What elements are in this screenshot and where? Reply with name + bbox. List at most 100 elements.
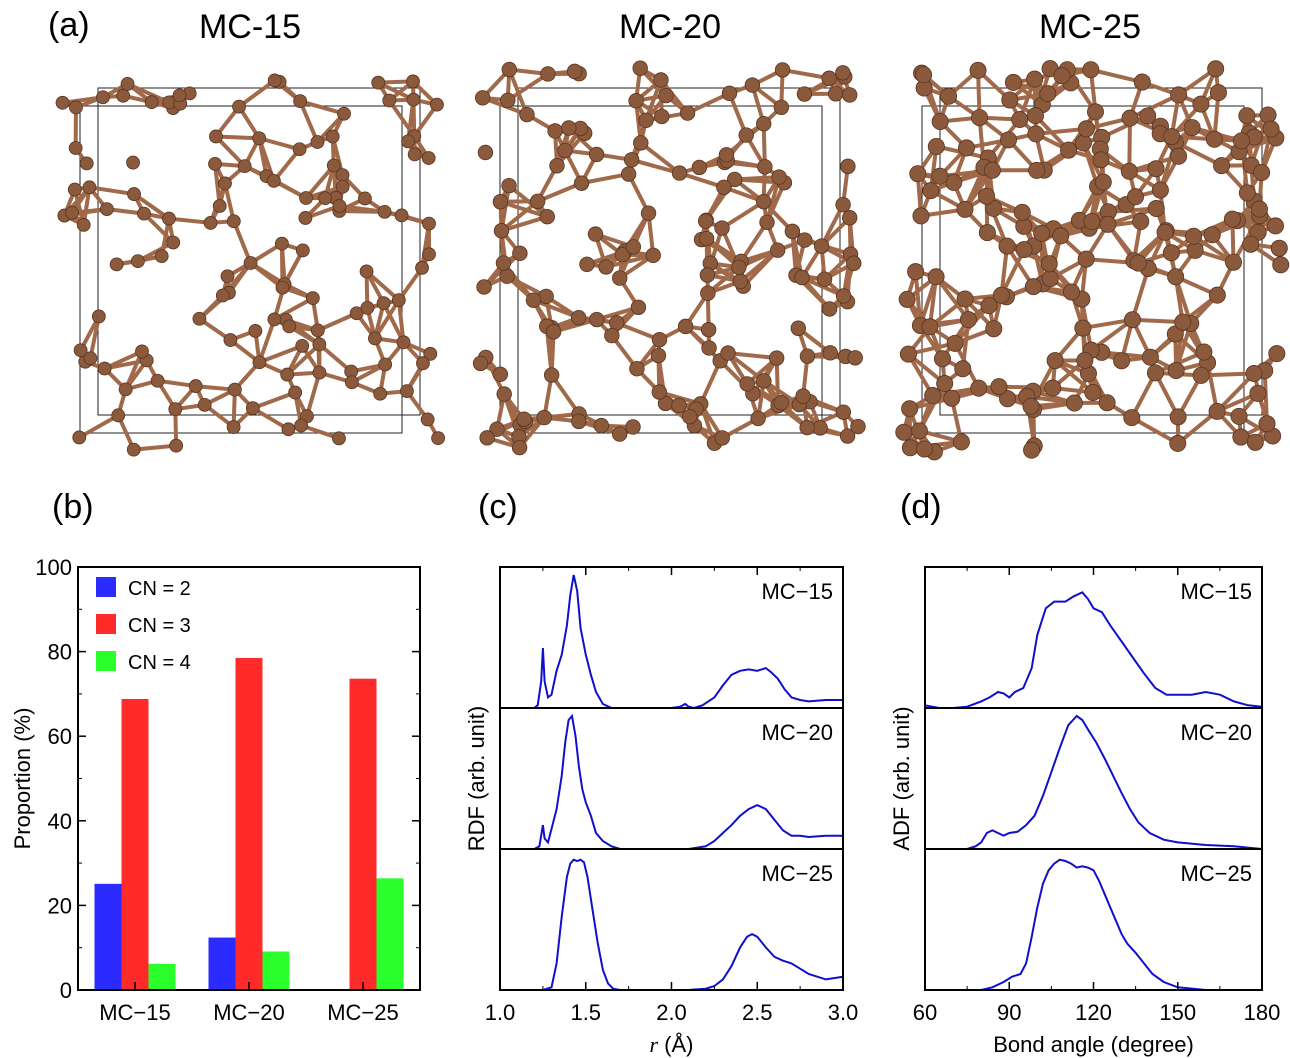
- atom: [679, 105, 696, 121]
- atom: [359, 264, 374, 279]
- atom: [612, 270, 628, 286]
- atom: [1162, 244, 1180, 262]
- atom: [288, 385, 303, 400]
- atom: [99, 202, 114, 217]
- bond: [631, 157, 681, 176]
- bond: [727, 351, 777, 361]
- atom: [1011, 111, 1029, 129]
- atom: [755, 193, 772, 210]
- bond: [1127, 118, 1133, 172]
- x-tick-label: 1.0: [485, 1000, 516, 1025]
- atom: [714, 430, 730, 446]
- atom: [422, 247, 436, 262]
- atom: [116, 88, 131, 103]
- atom: [827, 86, 844, 102]
- structure-mc15: [55, 73, 446, 457]
- atom: [83, 351, 98, 366]
- atom: [1121, 109, 1139, 127]
- series-label: MC−25: [761, 861, 833, 886]
- atom: [274, 236, 289, 251]
- atom: [169, 438, 184, 453]
- atom: [651, 332, 668, 348]
- atom: [275, 280, 290, 295]
- atom: [511, 439, 528, 456]
- atom: [561, 120, 577, 136]
- atom: [796, 232, 813, 248]
- x-axis-label: r (Å): [649, 1032, 693, 1057]
- bond: [1130, 415, 1179, 446]
- atom: [821, 70, 837, 86]
- bond: [231, 220, 253, 264]
- atom: [1147, 200, 1165, 218]
- atom: [1183, 119, 1201, 137]
- atom: [1052, 227, 1070, 245]
- structure-mc25: [895, 60, 1290, 461]
- atom: [400, 384, 414, 399]
- atom: [589, 311, 605, 328]
- atom: [332, 431, 346, 446]
- atom: [492, 194, 509, 210]
- bond: [237, 78, 276, 109]
- atom: [332, 199, 347, 213]
- atom: [654, 108, 670, 125]
- panel-label-c: (c): [478, 488, 518, 526]
- atom: [1074, 319, 1092, 337]
- atom: [203, 216, 218, 230]
- atom: [431, 431, 446, 446]
- atom: [757, 159, 773, 175]
- atom: [476, 279, 492, 295]
- atom: [252, 131, 267, 146]
- atom: [396, 335, 411, 350]
- x-tick-label: 2.0: [656, 1000, 687, 1025]
- atom: [570, 309, 587, 326]
- atom: [1232, 428, 1250, 446]
- x-tick-label: 60: [913, 1000, 937, 1025]
- atom: [970, 379, 988, 397]
- atom: [587, 226, 604, 242]
- atom: [371, 75, 386, 90]
- y-tick-label: 60: [48, 724, 72, 749]
- atom: [956, 290, 974, 308]
- bond: [720, 199, 765, 230]
- atom: [479, 430, 495, 446]
- atom: [1272, 256, 1290, 274]
- bond: [739, 248, 779, 283]
- atom: [1213, 157, 1231, 175]
- atom: [1167, 361, 1185, 379]
- atom: [368, 331, 382, 346]
- atom: [1094, 173, 1112, 191]
- atom: [538, 288, 554, 305]
- atom: [573, 175, 590, 191]
- atom: [999, 390, 1017, 408]
- atom: [1084, 383, 1102, 401]
- bond: [339, 203, 385, 214]
- atom: [983, 161, 1001, 179]
- series-label: MC−15: [1180, 579, 1252, 604]
- atom: [731, 259, 747, 275]
- atom: [835, 65, 851, 81]
- y-axis-label: Proportion (%): [10, 708, 35, 850]
- atom: [197, 397, 212, 412]
- bond: [215, 134, 260, 141]
- bond: [381, 302, 406, 344]
- atom: [921, 318, 939, 336]
- atom: [1238, 184, 1256, 202]
- atom: [218, 176, 232, 191]
- atom: [931, 112, 949, 130]
- atom: [899, 345, 917, 363]
- atom: [549, 158, 565, 174]
- atom: [1123, 311, 1141, 329]
- x-tick-label: 180: [1244, 1000, 1281, 1025]
- atom: [208, 156, 222, 171]
- atom: [252, 355, 267, 370]
- panel-label-a: (a): [48, 6, 90, 44]
- atom: [144, 95, 159, 110]
- atom: [658, 87, 674, 104]
- atom: [378, 357, 393, 372]
- atom: [651, 384, 668, 400]
- bond: [550, 373, 581, 416]
- atom: [566, 63, 583, 80]
- atom: [1015, 217, 1033, 235]
- series-line-2: [500, 858, 844, 991]
- atom: [588, 146, 605, 163]
